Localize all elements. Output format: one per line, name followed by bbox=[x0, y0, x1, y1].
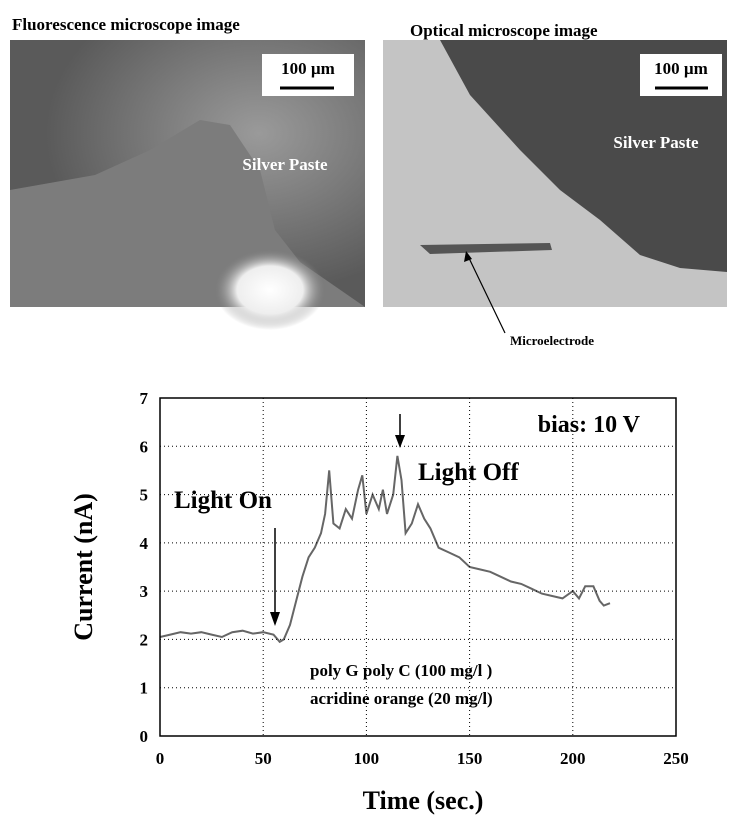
y-tick-label: 6 bbox=[140, 437, 149, 456]
annotation: bias: 10 V bbox=[538, 412, 641, 438]
y-tick-label: 1 bbox=[140, 679, 149, 698]
figure: Fluorescence microscope image 100 µm Sil… bbox=[0, 0, 730, 823]
y-tick-label: 3 bbox=[140, 582, 149, 601]
x-tick-label: 200 bbox=[560, 749, 586, 768]
plot-frame bbox=[160, 398, 676, 736]
x-tick-label: 100 bbox=[354, 749, 380, 768]
arrow-head bbox=[270, 612, 280, 626]
image-label: Silver Paste bbox=[613, 133, 699, 152]
image-title: Fluorescence microscope image bbox=[12, 15, 240, 34]
x-axis-label: Time (sec.) bbox=[363, 786, 484, 815]
scale-label: 100 µm bbox=[654, 59, 708, 78]
y-tick-label: 4 bbox=[140, 534, 149, 553]
bright-spot bbox=[215, 250, 325, 330]
annotation: Light Off bbox=[418, 459, 519, 486]
pointer-label: Microelectrode bbox=[510, 333, 594, 348]
x-tick-label: 150 bbox=[457, 749, 483, 768]
y-tick-label: 7 bbox=[140, 389, 149, 408]
annotation: acridine orange (20 mg/l) bbox=[310, 689, 493, 708]
y-axis-label: Current (nA) bbox=[69, 493, 98, 641]
image-label: Silver Paste bbox=[242, 155, 328, 174]
image-title: Optical microscope image bbox=[410, 21, 598, 40]
y-tick-label: 0 bbox=[140, 727, 149, 746]
annotation: poly G poly C (100 mg/l ) bbox=[310, 661, 492, 680]
x-tick-label: 250 bbox=[663, 749, 689, 768]
scale-label: 100 µm bbox=[281, 59, 335, 78]
current-line bbox=[160, 456, 610, 642]
x-tick-label: 0 bbox=[156, 749, 165, 768]
annotation: Light On bbox=[174, 487, 272, 514]
y-tick-label: 5 bbox=[140, 486, 149, 505]
x-tick-label: 50 bbox=[255, 749, 272, 768]
y-tick-label: 2 bbox=[140, 630, 149, 649]
